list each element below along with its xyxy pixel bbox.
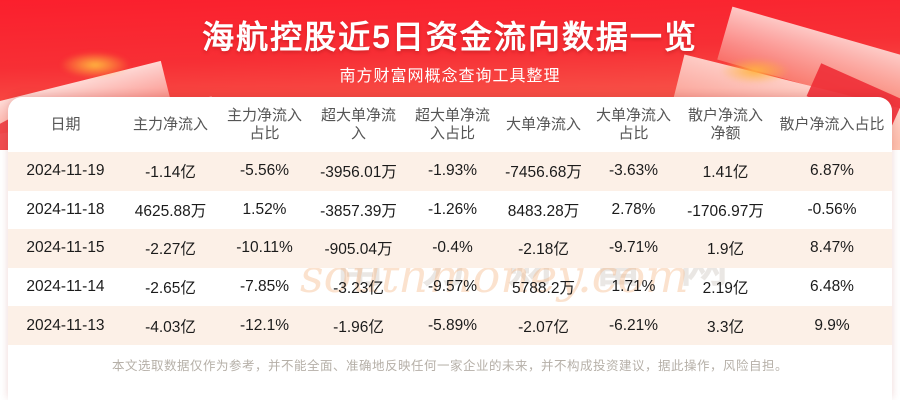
table-header-row: 日期 主力净流入 主力净流入占比 超大单净流入 超大单净流入占比 大单净流入 大单净流入占比…	[8, 97, 892, 152]
page-title: 海航控股近5日资金流向数据一览	[202, 19, 698, 55]
column-header: 日期	[50, 115, 81, 133]
value-cell: -5.56%	[239, 162, 290, 180]
column-header: 主力净流入	[132, 115, 208, 133]
date-cell: 2024-11-18	[26, 200, 105, 218]
column-header: 散户净流入净额	[687, 106, 763, 142]
column-header: 散户净流入占比	[779, 115, 885, 133]
value-cell: -2.07亿	[518, 318, 569, 336]
value-cell: -1706.97万	[687, 202, 764, 220]
value-cell: -2.18亿	[518, 241, 569, 259]
value-cell: -0.56%	[807, 200, 857, 218]
value-cell: 8.47%	[810, 239, 854, 257]
value-cell: 6.87%	[810, 162, 854, 180]
value-cell: -7456.68万	[505, 164, 582, 182]
date-cell: 2024-11-19	[26, 162, 105, 180]
page-subtitle: 南方财富网概念查询工具整理	[339, 68, 561, 85]
value-cell: -2.65亿	[145, 280, 196, 298]
value-cell: 1.52%	[242, 200, 287, 218]
value-cell: -1.96亿	[333, 318, 384, 336]
value-cell: -9.71%	[608, 239, 659, 257]
value-cell: 8483.28万	[507, 202, 580, 220]
value-cell: 1.71%	[611, 278, 656, 296]
value-cell: -905.04万	[324, 241, 393, 259]
value-cell: 6.48%	[810, 278, 854, 296]
column-header: 主力净流入占比	[226, 106, 302, 142]
value-cell: 4625.88万	[134, 202, 207, 220]
value-cell: -1.93%	[427, 162, 478, 180]
column-header: 大单净流入	[505, 115, 581, 133]
table-row: 2024-11-18 4625.88万 1.52% -3857.39万 -1.26% 84…	[8, 191, 892, 230]
value-cell: 9.9%	[814, 316, 850, 334]
table-row: 2024-11-14 -2.65亿 -7.85% -3.23亿 -9.57% 5788.2…	[8, 268, 892, 307]
fund-flow-table: 日期 主力净流入 主力净流入占比 超大单净流入 超大单净流入占比 大单净流入 大单净流入占比…	[8, 97, 892, 345]
column-header: 大单净流入占比	[595, 106, 671, 142]
value-cell: -9.57%	[427, 278, 478, 296]
value-cell: 1.9亿	[706, 241, 745, 259]
value-cell: -10.11%	[236, 239, 293, 257]
column-header: 超大单净流入占比	[414, 106, 490, 142]
value-cell: -3857.39万	[320, 202, 397, 220]
value-cell: -12.1%	[239, 316, 290, 334]
date-cell: 2024-11-14	[26, 278, 105, 296]
column-header: 超大单净流入	[320, 106, 396, 142]
value-cell: 3.3亿	[706, 318, 745, 336]
date-cell: 2024-11-13	[26, 316, 105, 334]
value-cell: -2.27亿	[145, 241, 196, 259]
value-cell: -5.89%	[427, 316, 478, 334]
value-cell: -3956.01万	[320, 164, 397, 182]
date-cell: 2024-11-15	[26, 239, 105, 257]
value-cell: -4.03亿	[145, 318, 196, 336]
value-cell: -0.4%	[432, 239, 473, 257]
value-cell: 1.41亿	[702, 164, 749, 182]
value-cell: 2.19亿	[702, 280, 749, 298]
value-cell: 5788.2万	[512, 280, 575, 298]
value-cell: -3.63%	[608, 162, 659, 180]
value-cell: -7.85%	[239, 278, 290, 296]
value-cell: -3.23亿	[333, 280, 384, 298]
data-card: 南方财富网 southmoney.com 日期主力净流入主力净流入占比超大单净流…	[8, 97, 892, 400]
table-row: 2024-11-19 -1.14亿 -5.56% -3956.01万 -1.93% -74…	[8, 152, 892, 191]
disclaimer-text: 本文选取数据仅作为参考，并不能全面、准确地反映任何一家企业的未来，并不构成投资建…	[111, 359, 788, 373]
table-body: 2024-11-19 -1.14亿 -5.56% -3956.01万 -1.93% -74…	[8, 152, 892, 345]
table-row: 2024-11-15 -2.27亿 -10.11% -905.04万 -0.4% -2.1…	[8, 229, 892, 268]
value-cell: -6.21%	[608, 316, 659, 334]
value-cell: -1.14亿	[145, 164, 196, 182]
table-row: 2024-11-13 -4.03亿 -12.1% -1.96亿 -5.89% -2.07亿…	[8, 306, 892, 345]
value-cell: -1.26%	[427, 200, 478, 218]
value-cell: 2.78%	[611, 200, 656, 218]
